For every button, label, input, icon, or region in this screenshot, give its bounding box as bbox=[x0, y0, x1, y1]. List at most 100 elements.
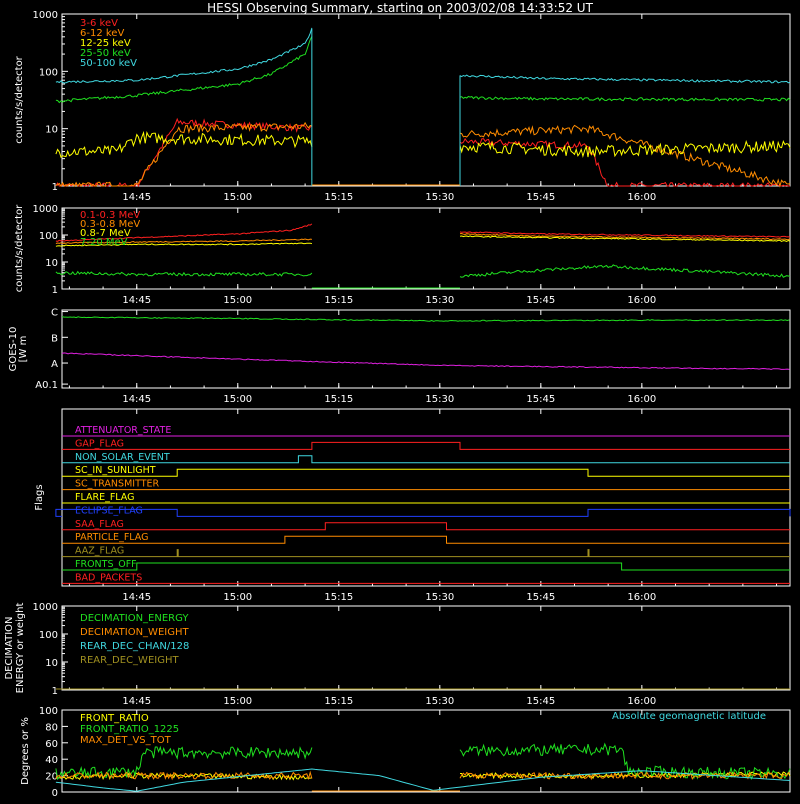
panel-6-ylabel: Degrees or % bbox=[20, 717, 31, 785]
flag-label: GAP_FLAG bbox=[75, 438, 124, 449]
panel-4-ylabel: Flags bbox=[34, 484, 45, 510]
flag-label: ECLIPSE_FLAG bbox=[75, 505, 143, 516]
legend-entry: FRONT_RATIO_1225 bbox=[80, 724, 179, 735]
y-tick-label: B bbox=[51, 333, 58, 344]
y-tick-label: A bbox=[51, 359, 58, 370]
panel-3-ylabel-units: [W m bbox=[18, 336, 29, 363]
x-tick-label: 15:30 bbox=[425, 592, 454, 603]
panel-5-frame bbox=[61, 605, 791, 691]
series-line-6-12-keV bbox=[55, 121, 791, 188]
series-line-Absolute-geomagnetic-latitude bbox=[55, 768, 791, 792]
y-tick-label: 1000 bbox=[33, 204, 58, 215]
x-tick-label: 15:30 bbox=[425, 295, 454, 306]
y-tick-label: 80 bbox=[45, 722, 58, 733]
x-tick-label: 16:00 bbox=[627, 592, 656, 603]
y-tick-label: 100 bbox=[39, 67, 58, 78]
x-tick-label: 15:15 bbox=[324, 295, 353, 306]
flag-label: PARTICLE_FLAG bbox=[75, 532, 148, 543]
flag-label: AAZ_FLAG bbox=[75, 546, 124, 557]
x-tick-label: 15:30 bbox=[425, 192, 454, 203]
y-tick-label: 1000 bbox=[33, 10, 58, 21]
x-tick-label: 15:15 bbox=[324, 592, 353, 603]
y-tick-label: C bbox=[51, 308, 58, 319]
series-line-0.3-0.8-MeV bbox=[55, 232, 791, 245]
x-tick-label: 15:00 bbox=[223, 696, 252, 707]
y-tick-label: 0 bbox=[52, 788, 58, 799]
flag-line-eclipse-flag bbox=[55, 508, 791, 517]
series-line-0.8-7-MeV bbox=[55, 235, 791, 247]
flag-label: SAA_FLAG bbox=[75, 519, 124, 530]
panel-1-ylabel: counts/s/detector bbox=[14, 55, 25, 143]
x-tick-label: 15:30 bbox=[425, 696, 454, 707]
y-tick-label: 40 bbox=[45, 755, 58, 766]
x-tick-label: 14:45 bbox=[122, 295, 151, 306]
x-tick-label: 15:45 bbox=[526, 192, 555, 203]
flag-line-saa-flag bbox=[62, 522, 790, 531]
x-tick-label: 15:45 bbox=[526, 592, 555, 603]
legend-entry: REAR_DEC_WEIGHT bbox=[80, 655, 179, 666]
y-tick-label: 100 bbox=[39, 706, 58, 717]
y-tick-label: 10 bbox=[45, 658, 58, 669]
x-tick-label: 15:45 bbox=[526, 696, 555, 707]
flag-label: FRONTS_OFF bbox=[75, 559, 137, 570]
x-tick-label: 15:00 bbox=[223, 295, 252, 306]
series-line-0.1-0.3-MeV bbox=[55, 223, 791, 242]
y-tick-label: 1000 bbox=[33, 602, 58, 613]
flag-label: FLARE_FLAG bbox=[75, 492, 135, 503]
x-tick-label: 15:00 bbox=[223, 394, 252, 405]
panel-4-frame bbox=[61, 408, 791, 587]
y-tick-label: 10 bbox=[45, 125, 58, 136]
legend-entry: 0.1-0.3 MeV bbox=[80, 210, 140, 221]
x-tick-label: 14:45 bbox=[122, 192, 151, 203]
flag-label: SC_TRANSMITTER bbox=[75, 479, 160, 490]
x-tick-label: 15:00 bbox=[223, 192, 252, 203]
x-tick-label: 16:00 bbox=[627, 192, 656, 203]
legend-entry: DECIMATION_WEIGHT bbox=[80, 627, 189, 638]
flag-line-particle-flag bbox=[62, 535, 790, 544]
x-tick-label: 16:00 bbox=[627, 394, 656, 405]
panel-6-frame bbox=[61, 709, 791, 793]
x-tick-label: 15:30 bbox=[425, 394, 454, 405]
series-line-25-50-keV bbox=[55, 36, 791, 104]
annotation-latitude: Absolute geomagnetic latitude bbox=[612, 711, 766, 722]
legend-entry: REAR_DEC_CHAN/128 bbox=[80, 641, 189, 652]
panel-3-ylabel: GOES-10 bbox=[8, 327, 19, 372]
chart-title: HESSI Observing Summary, starting on 200… bbox=[207, 1, 593, 15]
legend-entry: 3-6 keV bbox=[80, 18, 118, 29]
legend-entry: 12-25 keV bbox=[80, 38, 131, 49]
series-line-7-20-MeV bbox=[55, 264, 791, 278]
legend-entry: 50-100 keV bbox=[80, 58, 137, 69]
panel-2-frame bbox=[61, 207, 791, 290]
flag-line-fronts-off bbox=[62, 562, 790, 571]
x-tick-label: 14:45 bbox=[122, 394, 151, 405]
legend-entry: DECIMATION_ENERGY bbox=[80, 613, 189, 624]
y-tick-label: 60 bbox=[45, 739, 58, 750]
y-tick-label: 20 bbox=[45, 772, 58, 783]
x-tick-label: 14:45 bbox=[122, 696, 151, 707]
flag-line-gap-flag bbox=[62, 441, 790, 450]
series-line-50-100-keV bbox=[55, 27, 791, 84]
flag-line-non-solar-event bbox=[62, 455, 790, 464]
x-tick-label: 15:15 bbox=[324, 696, 353, 707]
x-tick-label: 15:15 bbox=[324, 394, 353, 405]
legend-entry: 25-50 keV bbox=[80, 48, 131, 59]
x-tick-label: 15:45 bbox=[526, 295, 555, 306]
legend-entry: 6-12 keV bbox=[80, 28, 124, 39]
x-tick-label: 16:00 bbox=[627, 295, 656, 306]
y-tick-label: 100 bbox=[39, 630, 58, 641]
legend-entry: 7-20 MeV bbox=[80, 237, 128, 248]
legend-entry: FRONT_RATIO bbox=[80, 713, 149, 724]
x-tick-label: 15:45 bbox=[526, 394, 555, 405]
y-tick-label: 10 bbox=[45, 258, 58, 269]
legend-entry: 0.8-7 MeV bbox=[80, 228, 131, 239]
panel-2-ylabel: counts/s/detector bbox=[14, 204, 25, 292]
panel-5-ylabel-2: ENERGY or weight bbox=[15, 603, 26, 694]
x-tick-label: 16:00 bbox=[627, 696, 656, 707]
panel-5-ylabel: DECIMATION bbox=[4, 616, 15, 679]
flag-label: NON_SOLAR_EVENT bbox=[75, 452, 170, 463]
flag-label: ATTENUATOR_STATE bbox=[75, 425, 171, 436]
panel-1-frame bbox=[61, 13, 791, 187]
